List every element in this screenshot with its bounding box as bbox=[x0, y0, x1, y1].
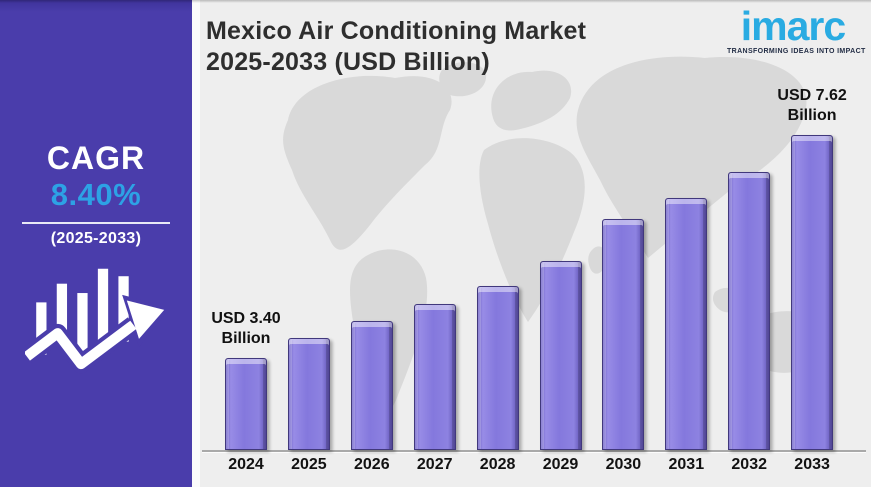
growth-bars-arrow-icon bbox=[0, 262, 192, 387]
world-map-background bbox=[283, 56, 831, 414]
bar-2025 bbox=[287, 338, 330, 450]
cagr-period: (2025-2033) bbox=[50, 230, 142, 247]
cagr-panel: CAGR 8.40% (2025-2033) bbox=[0, 0, 192, 487]
bar-2024 bbox=[225, 358, 267, 450]
imarc-logo-wordmark: imarc bbox=[740, 3, 846, 49]
year-label-2024: 2024 bbox=[228, 456, 264, 473]
cagr-label: CAGR bbox=[46, 140, 146, 176]
data-label-2024: USD 3.40 Billion bbox=[211, 310, 281, 348]
chart-title: Mexico Air Conditioning Market 2025-2033… bbox=[206, 17, 587, 76]
year-label-2032: 2032 bbox=[731, 456, 767, 473]
cagr-divider bbox=[22, 222, 170, 224]
year-label-2026: 2026 bbox=[354, 456, 390, 473]
chart-region: Mexico Air Conditioning Market 2025-2033… bbox=[192, 0, 871, 487]
bar-2031 bbox=[665, 198, 708, 450]
bar-2029 bbox=[539, 261, 582, 450]
year-label-2031: 2031 bbox=[668, 456, 705, 473]
bar-2033 bbox=[791, 135, 834, 450]
year-label-2028: 2028 bbox=[479, 456, 516, 473]
bar-2027 bbox=[413, 304, 456, 450]
bar-2026 bbox=[350, 321, 393, 450]
year-label-2030: 2030 bbox=[605, 456, 642, 473]
bar-2032 bbox=[728, 172, 771, 450]
year-label-2029: 2029 bbox=[542, 456, 579, 473]
cagr-value: 8.40% bbox=[50, 177, 142, 212]
data-label-2033: USD 7.62 Billion bbox=[777, 87, 847, 125]
imarc-logo-tagline: TRANSFORMING IDEAS INTO IMPACT bbox=[727, 48, 866, 55]
year-label-2033: 2033 bbox=[794, 456, 830, 473]
bar-2030 bbox=[602, 219, 645, 450]
year-label-2025: 2025 bbox=[291, 456, 327, 473]
x-axis-line bbox=[202, 450, 866, 452]
bar-2028 bbox=[476, 286, 519, 450]
year-label-2027: 2027 bbox=[416, 456, 453, 473]
imarc-logo: imarc TRANSFORMING IDEAS INTO IMPACT bbox=[727, 3, 866, 56]
panel-divider bbox=[192, 0, 200, 487]
